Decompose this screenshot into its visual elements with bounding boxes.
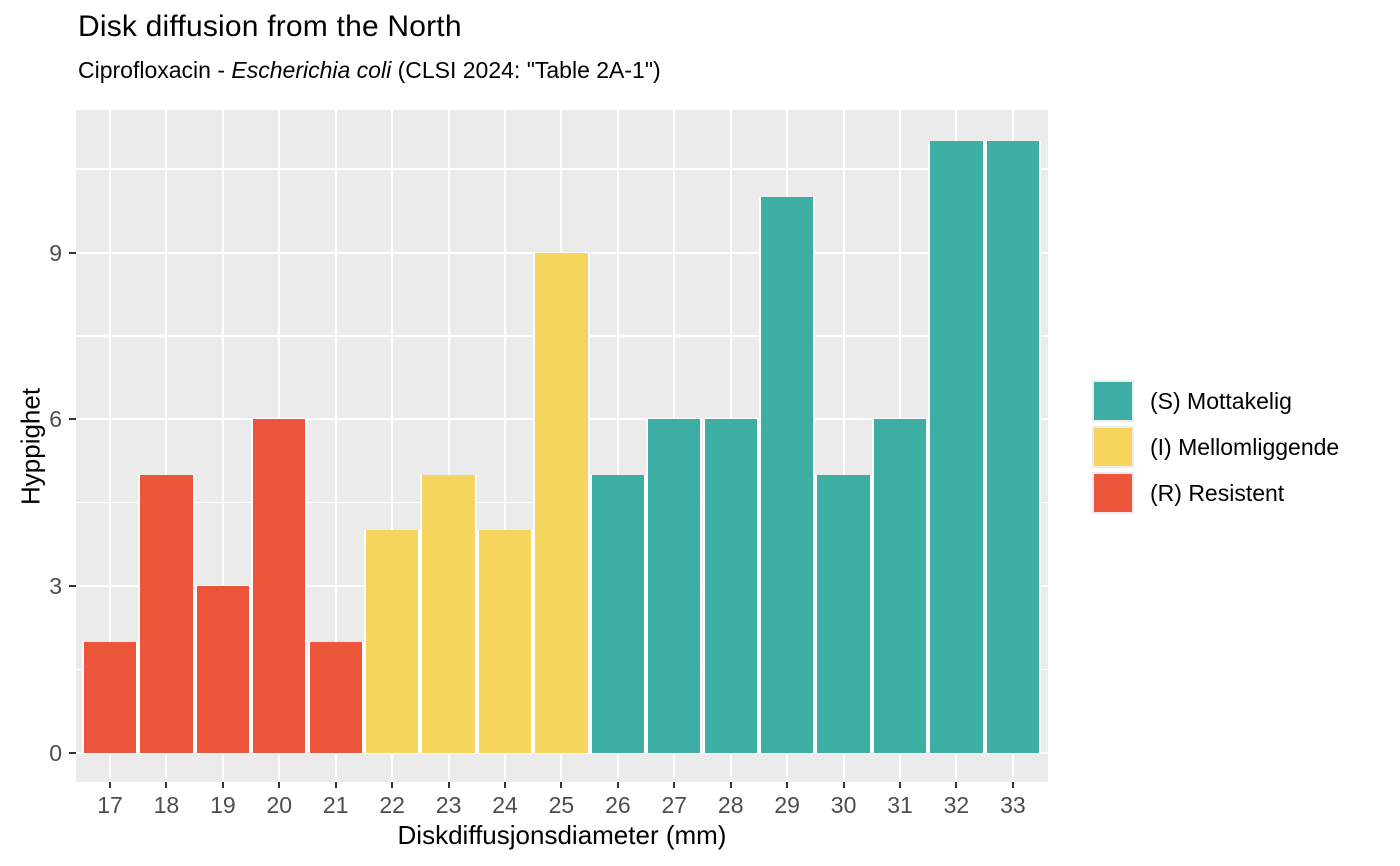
legend-label: (S) Mottakelig (1150, 387, 1292, 414)
v-gridline (109, 110, 111, 782)
bar (194, 585, 252, 753)
legend-swatch-intermediate (1092, 426, 1134, 468)
x-tick-mark (447, 782, 450, 788)
bar (138, 474, 195, 753)
bar (420, 474, 477, 753)
x-tick-label: 31 (887, 792, 913, 818)
y-tick-label: 0 (49, 739, 62, 766)
chart-subtitle: Ciprofloxacin - Escherichia coli (CLSI 2… (78, 57, 661, 84)
chart-title: Disk diffusion from the North (78, 10, 462, 43)
bar (928, 141, 985, 753)
x-tick-label: 29 (774, 792, 800, 818)
bar (815, 474, 872, 753)
x-tick-mark (673, 782, 676, 788)
x-tick-label: 33 (1000, 792, 1026, 818)
legend-item: (I) Mellomliggende (1092, 426, 1339, 468)
x-tick-mark (955, 782, 958, 788)
legend-swatch-resistant (1092, 472, 1134, 514)
subtitle-species-italic: Escherichia coli (231, 57, 392, 83)
x-tick-mark (278, 782, 281, 788)
v-gridline (447, 110, 450, 782)
x-tick-mark (334, 782, 337, 788)
x-tick-mark (786, 782, 789, 788)
legend-swatch-susceptible (1092, 380, 1134, 422)
bar (984, 141, 1042, 753)
x-tick-label: 26 (605, 792, 631, 818)
x-tick-mark (504, 782, 506, 788)
y-tick-mark (69, 751, 76, 754)
x-tick-label: 20 (266, 792, 293, 818)
minor-gridline (76, 168, 1048, 170)
x-axis-title: Diskdiffusjonsdiameter (mm) (397, 820, 727, 850)
x-tick-mark (221, 782, 224, 788)
bar (533, 252, 590, 753)
y-tick-mark (69, 584, 76, 587)
x-tick-label: 27 (661, 792, 688, 818)
plot-panel (76, 110, 1048, 782)
bar (307, 641, 364, 753)
x-tick-mark (1011, 782, 1014, 788)
v-gridline (504, 110, 506, 782)
x-tick-label: 23 (435, 792, 462, 818)
subtitle-prefix: Ciprofloxacin - (78, 57, 232, 83)
legend-label: (R) Resistent (1150, 479, 1285, 506)
x-tick-label: 32 (943, 792, 970, 818)
y-axis-title: Hyppighet (15, 387, 46, 505)
x-tick-label: 24 (492, 792, 518, 818)
x-tick-label: 30 (830, 792, 857, 818)
x-tick-mark (616, 782, 619, 788)
x-tick-mark (899, 782, 902, 788)
x-tick-mark (165, 782, 168, 788)
x-tick-mark (560, 782, 563, 788)
x-tick-label: 19 (210, 792, 236, 818)
x-tick-label: 22 (379, 792, 405, 818)
bar (702, 419, 759, 753)
bar (646, 419, 703, 753)
legend-item: (R) Resistent (1092, 472, 1339, 514)
x-tick-mark (729, 782, 732, 788)
bar (81, 641, 139, 753)
major-gridline (76, 751, 1048, 754)
y-tick-label: 3 (49, 572, 62, 599)
x-tick-mark (842, 782, 845, 788)
bar (758, 196, 816, 753)
bar (251, 419, 308, 753)
v-gridline (165, 110, 168, 782)
v-gridline (334, 110, 337, 782)
y-tick-label: 9 (49, 239, 62, 266)
bar (589, 474, 647, 753)
subtitle-suffix: (CLSI 2024: "Table 2A-1") (391, 57, 661, 83)
legend-item: (S) Mottakelig (1092, 380, 1339, 422)
bar (476, 530, 534, 753)
x-tick-mark (109, 782, 111, 788)
legend: (S) Mottakelig (I) Mellomliggende (R) Re… (1092, 380, 1339, 518)
bar (871, 419, 929, 753)
x-tick-label: 25 (548, 792, 575, 818)
x-tick-label: 28 (717, 792, 744, 818)
y-tick-mark (69, 418, 76, 421)
legend-label: (I) Mellomliggende (1150, 433, 1340, 460)
x-tick-label: 17 (97, 792, 123, 818)
y-tick-mark (69, 251, 76, 254)
x-tick-label: 18 (153, 792, 180, 818)
v-gridline (221, 110, 224, 782)
x-tick-mark (391, 782, 394, 788)
v-gridline (616, 110, 619, 782)
bar (363, 530, 421, 753)
x-tick-label: 21 (322, 792, 349, 818)
v-gridline (842, 110, 845, 782)
y-tick-label: 6 (49, 406, 62, 433)
v-gridline (391, 110, 394, 782)
